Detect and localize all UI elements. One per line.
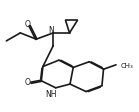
Text: N: N: [48, 26, 54, 35]
Text: O: O: [24, 78, 30, 86]
Text: CH₃: CH₃: [121, 62, 134, 68]
Text: NH: NH: [45, 89, 57, 98]
Text: O: O: [24, 20, 30, 29]
